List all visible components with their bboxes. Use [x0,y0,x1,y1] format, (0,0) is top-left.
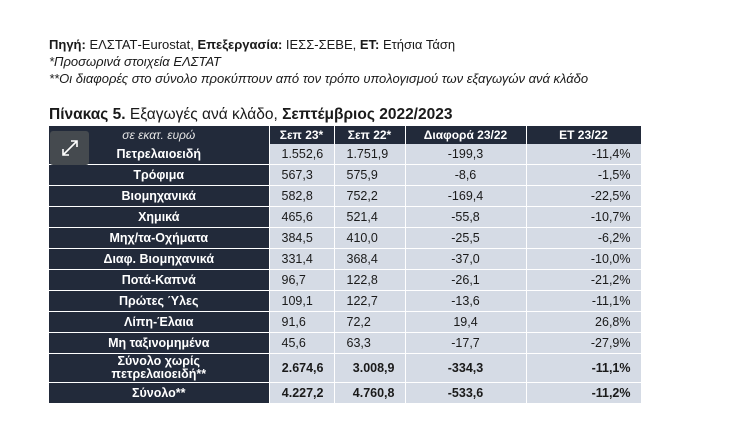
table-title: Πίνακας 5. Εξαγωγές ανά κλάδο, Σεπτέμβρι… [49,106,452,124]
exports-by-sector-table: σε εκατ. ευρώ Σεπ 23* Σεπ 22* Διαφορά 23… [49,126,642,404]
row-label: Τρόφιμα [49,164,270,186]
table-row: Μηχ/τα-Οχήματα 384,5 410,0 -25,5 -6,2% [49,227,642,249]
cell-difference: -13,6 [405,290,527,312]
cell-sep22: 410,0 [334,227,406,249]
provisional-note: *Προσωρινά στοιχεία ΕΛΣΤΑΤ [49,54,221,69]
table-row: Βιομηχανικά 582,8 752,2 -169,4 -22,5% [49,185,642,207]
table-row: Διαφ. Βιομηχανικά 331,4 368,4 -37,0 -10,0% [49,248,642,270]
table-row: Πετρελαιοειδή 1.552,6 1.751,9 -199,3 -11,4% [49,144,642,165]
cell-difference: -55,8 [405,206,527,228]
row-label: Πετρελαιοειδή [49,144,270,165]
cell-sep22: 122,7 [334,290,406,312]
cell-difference: -37,0 [405,248,527,270]
cell-sep22: 122,8 [334,269,406,291]
row-label: Ποτά-Καπνά [49,269,270,291]
cell-sep23: 109,1 [269,290,335,312]
table-row: Ποτά-Καπνά 96,7 122,8 -26,1 -21,2% [49,269,642,291]
cell-sep22: 752,2 [334,185,406,207]
cell-et: -11,1% [526,353,642,383]
table-title-period: Σεπτέμβριος 2022/2023 [282,106,453,123]
et-value: Ετήσια Τάση [379,37,456,52]
row-label: Πρώτες Ύλες [49,290,270,312]
cell-et: -21,2% [526,269,642,291]
cell-et: -1,5% [526,164,642,186]
table-row: Χημικά 465,6 521,4 -55,8 -10,7% [49,206,642,228]
cell-sep23: 465,6 [269,206,335,228]
expand-diagonal-icon [61,140,78,156]
header-difference: Διαφορά 23/22 [405,126,527,144]
exports-table-container: σε εκατ. ευρώ Σεπ 23* Σεπ 22* Διαφορά 23… [49,126,642,404]
cell-sep23: 331,4 [269,248,335,270]
row-label: Βιομηχανικά [49,185,270,207]
cell-difference: -17,7 [405,332,527,354]
cell-sep23: 384,5 [269,227,335,249]
row-label: Χημικά [49,206,270,228]
differences-note: **Οι διαφορές στο σύνολο προκύπτουν από … [49,71,589,86]
cell-et: -11,4% [526,144,642,165]
row-label: Διαφ. Βιομηχανικά [49,248,270,270]
row-label: Λίπη-Έλαια [49,311,270,333]
source-notes: Πηγή: ΕΛΣΤΑΤ-Eurostat, Επεξεργασία: ΙΕΣΣ… [49,36,588,87]
cell-difference: -8,6 [405,164,527,186]
table-row: Πρώτες Ύλες 109,1 122,7 -13,6 -11,1% [49,290,642,312]
cell-sep23: 45,6 [269,332,335,354]
cell-sep22: 4.760,8 [334,382,406,404]
cell-et: -10,0% [526,248,642,270]
row-label-line2: πετρελαιοειδή** [111,367,207,381]
cell-et: -27,9% [526,332,642,354]
table-header-row: σε εκατ. ευρώ Σεπ 23* Σεπ 22* Διαφορά 23… [49,126,642,144]
row-label: Μηχ/τα-Οχήματα [49,227,270,249]
cell-sep23: 582,8 [269,185,335,207]
table-row: Τρόφιμα 567,3 575,9 -8,6 -1,5% [49,164,642,186]
cell-sep22: 63,3 [334,332,406,354]
cell-difference: -334,3 [405,353,527,383]
row-label: Σύνολο** [49,382,270,404]
cell-sep22: 3.008,9 [334,353,406,383]
expand-button[interactable] [50,131,89,165]
cell-sep22: 72,2 [334,311,406,333]
cell-difference: 19,4 [405,311,527,333]
header-sep23: Σεπ 23* [269,126,335,144]
row-label-line1: Σύνολο χωρίς [117,354,200,368]
table-row: Λίπη-Έλαια 91,6 72,2 19,4 26,8% [49,311,642,333]
table-title-prefix: Πίνακας 5. [49,106,126,123]
cell-et: 26,8% [526,311,642,333]
cell-sep22: 521,4 [334,206,406,228]
source-line: Πηγή: ΕΛΣΤΑΤ-Eurostat, Επεξεργασία: ΙΕΣΣ… [49,36,588,53]
header-sep22: Σεπ 22* [334,126,406,144]
cell-sep22: 575,9 [334,164,406,186]
et-label: ΕΤ: [359,37,380,52]
table-row-total: Σύνολο** 4.227,2 4.760,8 -533,6 -11,2% [49,382,642,404]
cell-difference: -199,3 [405,144,527,165]
processing-label: Επεξεργασία: [197,37,283,52]
cell-sep23: 1.552,6 [269,144,335,165]
cell-et: -11,1% [526,290,642,312]
header-units: σε εκατ. ευρώ [49,126,270,144]
row-label: Μη ταξινομημένα [49,332,270,354]
table-row: Μη ταξινομημένα 45,6 63,3 -17,7 -27,9% [49,332,642,354]
cell-et: -11,2% [526,382,642,404]
header-et: ΕΤ 23/22 [526,126,642,144]
source-label: Πηγή: [49,37,86,52]
cell-difference: -169,4 [405,185,527,207]
cell-et: -6,2% [526,227,642,249]
cell-difference: -533,6 [405,382,527,404]
cell-sep23: 91,6 [269,311,335,333]
cell-sep23: 2.674,6 [269,353,335,383]
processing-value: ΙΕΣΣ-ΣΕΒΕ, [282,37,360,52]
table-row-total-ex-oil: Σύνολο χωρίς πετρελαιοειδή** 2.674,6 3.00… [49,353,642,383]
cell-sep23: 567,3 [269,164,335,186]
row-label: Σύνολο χωρίς πετρελαιοειδή** [49,353,270,383]
cell-sep22: 1.751,9 [334,144,406,165]
cell-sep23: 4.227,2 [269,382,335,404]
cell-et: -10,7% [526,206,642,228]
cell-sep23: 96,7 [269,269,335,291]
cell-sep22: 368,4 [334,248,406,270]
table-title-middle: Εξαγωγές ανά κλάδο, [125,106,283,123]
source-value: ΕΛΣΤΑΤ-Eurostat, [85,37,198,52]
cell-difference: -26,1 [405,269,527,291]
cell-et: -22,5% [526,185,642,207]
cell-difference: -25,5 [405,227,527,249]
